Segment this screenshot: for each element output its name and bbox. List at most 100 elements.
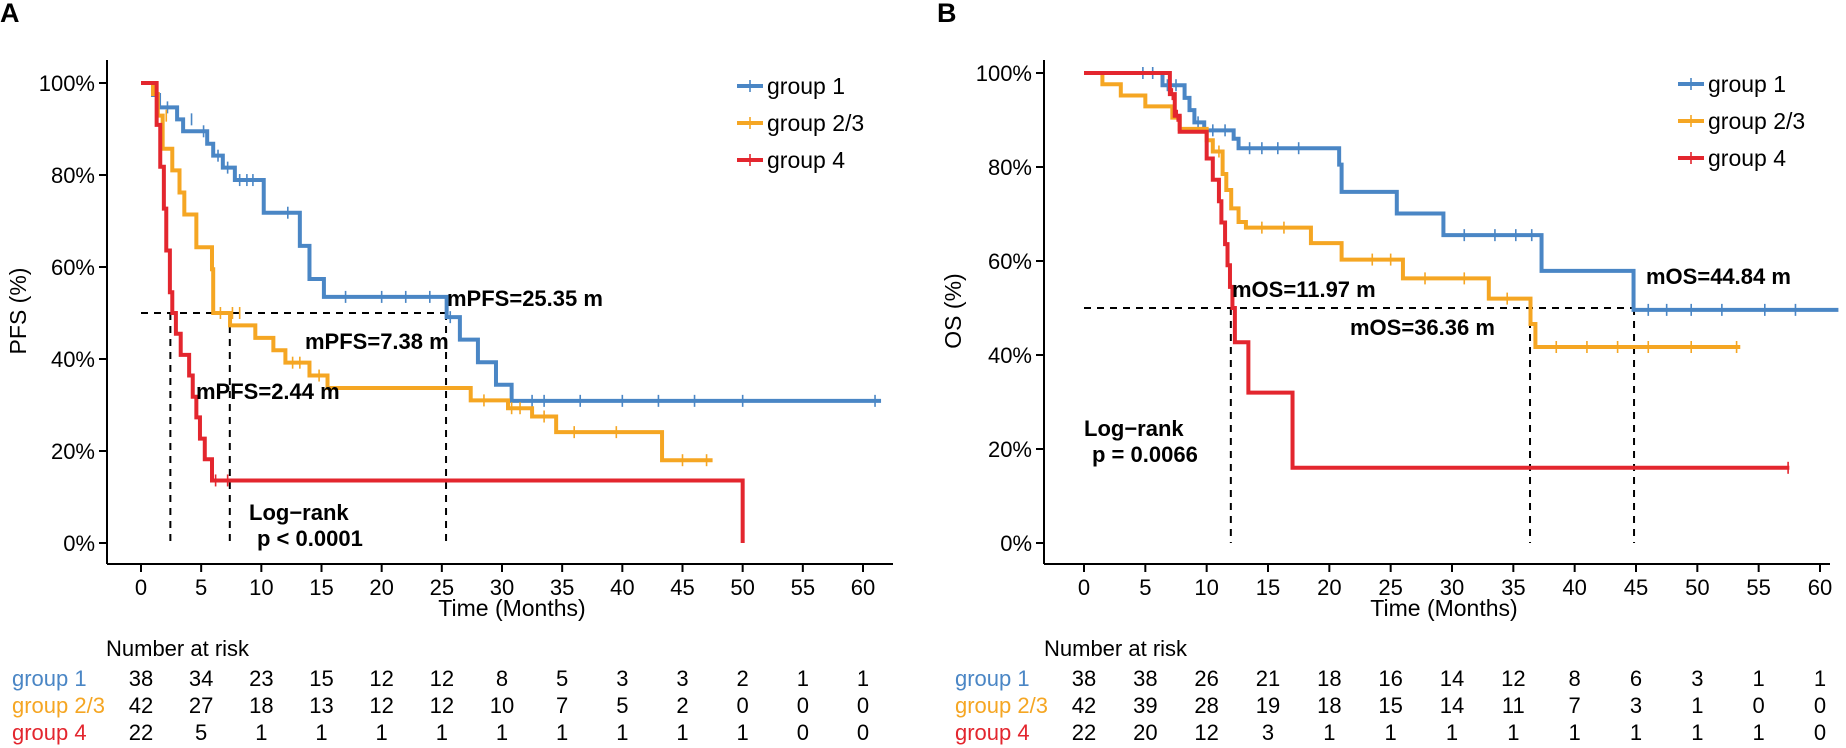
risk-count: 1	[1446, 720, 1458, 745]
y-tick-label: 20%	[988, 437, 1032, 462]
risk-count: 1	[797, 666, 809, 691]
risk-count: 26	[1194, 666, 1218, 691]
risk-count: 22	[129, 720, 153, 745]
x-tick-label: 5	[1139, 575, 1151, 600]
y-tick-label: 100%	[39, 71, 95, 96]
x-tick-label: 40	[1562, 575, 1586, 600]
x-tick-label: 20	[1317, 575, 1341, 600]
risk-count: 3	[1630, 693, 1642, 718]
risk-count: 11	[1502, 693, 1525, 718]
risk-count: 1	[1691, 693, 1703, 718]
logrank-pvalue: p = 0.0066	[1092, 442, 1198, 467]
risk-count: 2	[676, 693, 688, 718]
logrank-pvalue: p < 0.0001	[257, 526, 363, 551]
median-label: mOS=44.84 m	[1646, 264, 1791, 289]
y-tick-label: 40%	[51, 347, 95, 372]
median-label: mOS=11.97 m	[1232, 277, 1376, 302]
risk-count: 1	[1569, 720, 1581, 745]
x-tick-label: 25	[1378, 575, 1402, 600]
x-tick-label: 0	[1078, 575, 1090, 600]
risk-count: 1	[857, 666, 869, 691]
risk-count: 1	[1630, 720, 1642, 745]
x-axis-title: Time (Months)	[438, 595, 585, 621]
risk-count: 0	[857, 720, 869, 745]
x-tick-label: 60	[851, 575, 875, 600]
logrank-label: Log−rank	[249, 500, 349, 525]
risk-count: 7	[1569, 693, 1581, 718]
x-tick-label: 55	[1746, 575, 1770, 600]
risk-count: 20	[1133, 720, 1157, 745]
legend-label: group 2/3	[767, 110, 864, 136]
risk-count: 1	[1507, 720, 1519, 745]
risk-row-label-group23: group 2/3	[955, 693, 1048, 718]
survival-curve-group4	[1084, 71, 1790, 470]
x-tick-label: 30	[490, 575, 514, 600]
risk-count: 34	[189, 666, 213, 691]
risk-count: 1	[1753, 666, 1765, 691]
x-tick-label: 35	[1501, 575, 1525, 600]
x-tick-label: 15	[1256, 575, 1280, 600]
y-tick-label: 0%	[1000, 531, 1032, 556]
x-tick-label: 25	[430, 575, 454, 600]
logrank-label: Log−rank	[1084, 416, 1184, 441]
risk-count: 1	[676, 720, 688, 745]
risk-count: 3	[616, 666, 628, 691]
risk-count: 1	[376, 720, 388, 745]
legend-label: group 1	[767, 73, 845, 99]
x-tick-label: 35	[550, 575, 574, 600]
survival-curve-group23	[1084, 71, 1741, 350]
risk-count: 1	[255, 720, 267, 745]
risk-count: 6	[1630, 666, 1642, 691]
risk-table-title: Number at risk	[1044, 636, 1188, 661]
x-tick-label: 45	[670, 575, 694, 600]
risk-count: 1	[556, 720, 568, 745]
risk-count: 0	[737, 693, 749, 718]
risk-count: 12	[369, 666, 393, 691]
risk-count: 19	[1256, 693, 1280, 718]
risk-count: 1	[1814, 666, 1826, 691]
risk-count: 1	[737, 720, 749, 745]
risk-count: 10	[490, 693, 514, 718]
risk-count: 5	[616, 693, 628, 718]
risk-count: 8	[1569, 666, 1581, 691]
y-tick-label: 0%	[63, 531, 95, 556]
median-label: mPFS=2.44 m	[196, 379, 340, 404]
x-tick-label: 5	[195, 575, 207, 600]
risk-row-label-group1: group 1	[955, 666, 1030, 691]
risk-count: 2	[737, 666, 749, 691]
risk-count: 39	[1133, 693, 1157, 718]
risk-count: 1	[1385, 720, 1397, 745]
x-tick-label: 55	[791, 575, 815, 600]
risk-count: 1	[616, 720, 628, 745]
risk-count: 14	[1440, 666, 1464, 691]
risk-count: 0	[1753, 693, 1765, 718]
risk-count: 5	[556, 666, 568, 691]
panel-a: A0%20%40%60%80%100%0 5 10 15 20 25 30 35 40 45 50 5…	[0, 0, 893, 745]
legend-label: group 2/3	[1708, 108, 1805, 134]
risk-count: 1	[1753, 720, 1765, 745]
risk-count: 22	[1072, 720, 1096, 745]
risk-count: 42	[1072, 693, 1096, 718]
risk-count: 1	[1691, 720, 1703, 745]
risk-count: 0	[1814, 720, 1826, 745]
risk-row-label-group4: group 4	[955, 720, 1030, 745]
risk-count: 5	[195, 720, 207, 745]
risk-count: 12	[369, 693, 393, 718]
risk-count: 42	[129, 693, 153, 718]
risk-count: 18	[1317, 666, 1341, 691]
risk-count: 18	[1317, 693, 1341, 718]
y-tick-label: 80%	[51, 163, 95, 188]
risk-row-label-group23: group 2/3	[12, 693, 105, 718]
risk-count: 12	[1501, 666, 1525, 691]
y-tick-label: 60%	[51, 255, 95, 280]
risk-count: 12	[430, 693, 454, 718]
risk-row-label-group1: group 1	[12, 666, 87, 691]
x-tick-label: 50	[1685, 575, 1709, 600]
risk-count: 3	[676, 666, 688, 691]
risk-count: 0	[1814, 693, 1826, 718]
risk-count: 3	[1262, 720, 1274, 745]
risk-count: 7	[556, 693, 568, 718]
x-tick-label: 45	[1624, 575, 1648, 600]
risk-count: 1	[496, 720, 508, 745]
